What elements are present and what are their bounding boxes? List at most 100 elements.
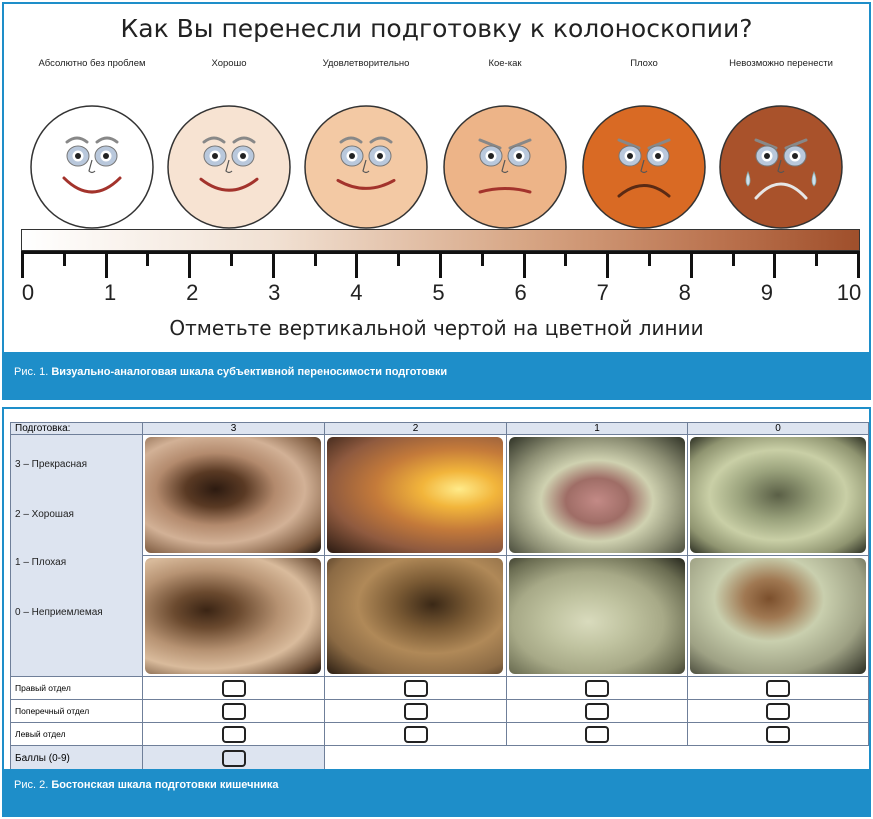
segment-row: Правый отдел (10, 676, 869, 700)
scale-tick (313, 254, 317, 266)
scale-number: 8 (678, 280, 691, 305)
caption-2-prefix: Рис. 2. (14, 779, 49, 791)
endoscopy-image (327, 437, 503, 553)
scale-tick (230, 254, 233, 266)
scale-tick (689, 254, 693, 278)
header-label: Подготовка: (10, 422, 143, 435)
scale-number: 7 (596, 280, 609, 305)
total-score-row: Баллы (0-9) (10, 745, 869, 771)
image-row-2 (11, 555, 869, 677)
endoscopy-image-cell (687, 434, 869, 556)
score-checkbox[interactable] (766, 679, 790, 697)
face-icon (581, 104, 707, 230)
legend-item-3: 3 – Прекрасная (15, 459, 87, 470)
endoscopy-image-cell (506, 555, 688, 677)
scale-tick (522, 254, 526, 278)
row-label: Правый отдел (10, 676, 143, 700)
scale-tick (104, 254, 108, 278)
endoscopy-image (145, 437, 321, 553)
score-checkbox[interactable] (221, 725, 246, 743)
legend-item-2: 2 – Хорошая (15, 509, 74, 520)
scale-number: 5 (432, 280, 445, 305)
scale-tick (397, 254, 401, 266)
score-checkbox[interactable] (585, 679, 609, 697)
face-label: Невозможно перенести (729, 58, 833, 69)
endoscopy-image (690, 558, 866, 674)
face-label: Удовлетворительно (322, 58, 410, 69)
legend-item-0: 0 – Неприемлемая (15, 607, 103, 618)
score-checkbox[interactable] (585, 725, 609, 743)
endoscopy-image-cell (687, 555, 869, 677)
face-icon (442, 104, 568, 230)
endoscopy-image (509, 437, 685, 553)
scale-tick (188, 254, 192, 278)
face-icon (303, 104, 429, 230)
total-score-box[interactable] (221, 749, 246, 767)
table-header-row: Подготовка: 3 2 1 0 (10, 422, 869, 435)
scale-tick (271, 254, 275, 278)
figure-1-caption: Рис. 1. Визуально-аналоговая шкала субъе… (4, 352, 869, 400)
color-gradient-bar[interactable] (21, 229, 860, 251)
scale-number: 1 (103, 280, 117, 305)
segment-row: Поперечный отдел (10, 699, 869, 723)
face-label: Кое-как (488, 58, 522, 69)
scale-ticks (21, 251, 860, 279)
grading-legend: 3 – Прекрасная 2 – Хорошая 1 – Плохая 0 … (10, 434, 143, 677)
face-label: Хорошо (211, 58, 247, 69)
scale-title: Как Вы перенесли подготовку к колоноскоп… (120, 14, 753, 43)
scale-tick (62, 254, 66, 266)
score-checkbox[interactable] (403, 679, 428, 697)
scale-tick (439, 254, 442, 278)
score-checkbox[interactable] (766, 702, 790, 720)
score-checkbox[interactable] (403, 702, 428, 720)
score-checkbox[interactable] (766, 725, 790, 743)
caption-1-prefix: Рис. 1. (14, 366, 49, 378)
scale-tick (857, 254, 860, 278)
face-label: Абсолютно без проблем (38, 58, 146, 69)
score-checkbox[interactable] (403, 725, 428, 743)
legend-item-1: 1 – Плохая (15, 557, 67, 568)
figure-2-panel: Подготовка: 3 2 1 0 3 – Прекрасная 2 – Х… (2, 407, 871, 817)
caption-2-text: Бостонская шкала подготовки кишечника (51, 779, 279, 791)
column-header: 0 (687, 422, 869, 435)
scale-tick (21, 254, 24, 278)
face-label: Плохо (630, 58, 658, 69)
scale-tick (564, 254, 568, 266)
bbps-table: Подготовка: 3 2 1 0 3 – Прекрасная 2 – Х… (10, 422, 869, 771)
instruction-text: Отметьте вертикальной чертой на цветной … (169, 316, 704, 340)
scale-tick (731, 254, 735, 266)
score-checkbox[interactable] (221, 702, 246, 720)
score-checkbox[interactable] (585, 702, 609, 720)
endoscopy-image-cell (324, 434, 507, 556)
image-row-1: 3 – Прекрасная 2 – Хорошая 1 – Плохая 0 … (10, 434, 869, 677)
scale-tick (146, 254, 150, 266)
endoscopy-image (690, 437, 866, 553)
figure-1-panel: Как Вы перенесли подготовку к колоноскоп… (2, 2, 871, 400)
column-header: 3 (142, 422, 325, 435)
endoscopy-image-cell (324, 555, 507, 677)
endoscopy-image (327, 558, 503, 674)
endoscopy-image-cell (142, 555, 325, 677)
column-header: 1 (506, 422, 688, 435)
face-icon (166, 104, 292, 230)
face-icon (718, 104, 844, 230)
endoscopy-image-cell (142, 434, 325, 556)
scale-tick (480, 254, 484, 266)
caption-1-text: Визуально-аналоговая шкала субъективной … (51, 366, 448, 378)
scale-number: 10 (836, 280, 862, 305)
column-header: 2 (324, 422, 507, 435)
scale-tick (648, 254, 651, 266)
scale-number: 3 (268, 280, 281, 305)
score-checkbox[interactable] (221, 679, 246, 697)
face-icon (29, 104, 155, 230)
scale-number: 9 (760, 280, 774, 305)
scale-number: 2 (186, 280, 199, 305)
row-label: Левый отдел (10, 722, 143, 746)
scale-tick (606, 254, 610, 278)
endoscopy-image (145, 558, 321, 674)
endoscopy-image (509, 558, 685, 674)
scale-tick (355, 254, 359, 278)
segment-row: Левый отдел (10, 722, 869, 746)
scale-number: 4 (350, 280, 363, 305)
row-label: Поперечный отдел (10, 699, 143, 723)
